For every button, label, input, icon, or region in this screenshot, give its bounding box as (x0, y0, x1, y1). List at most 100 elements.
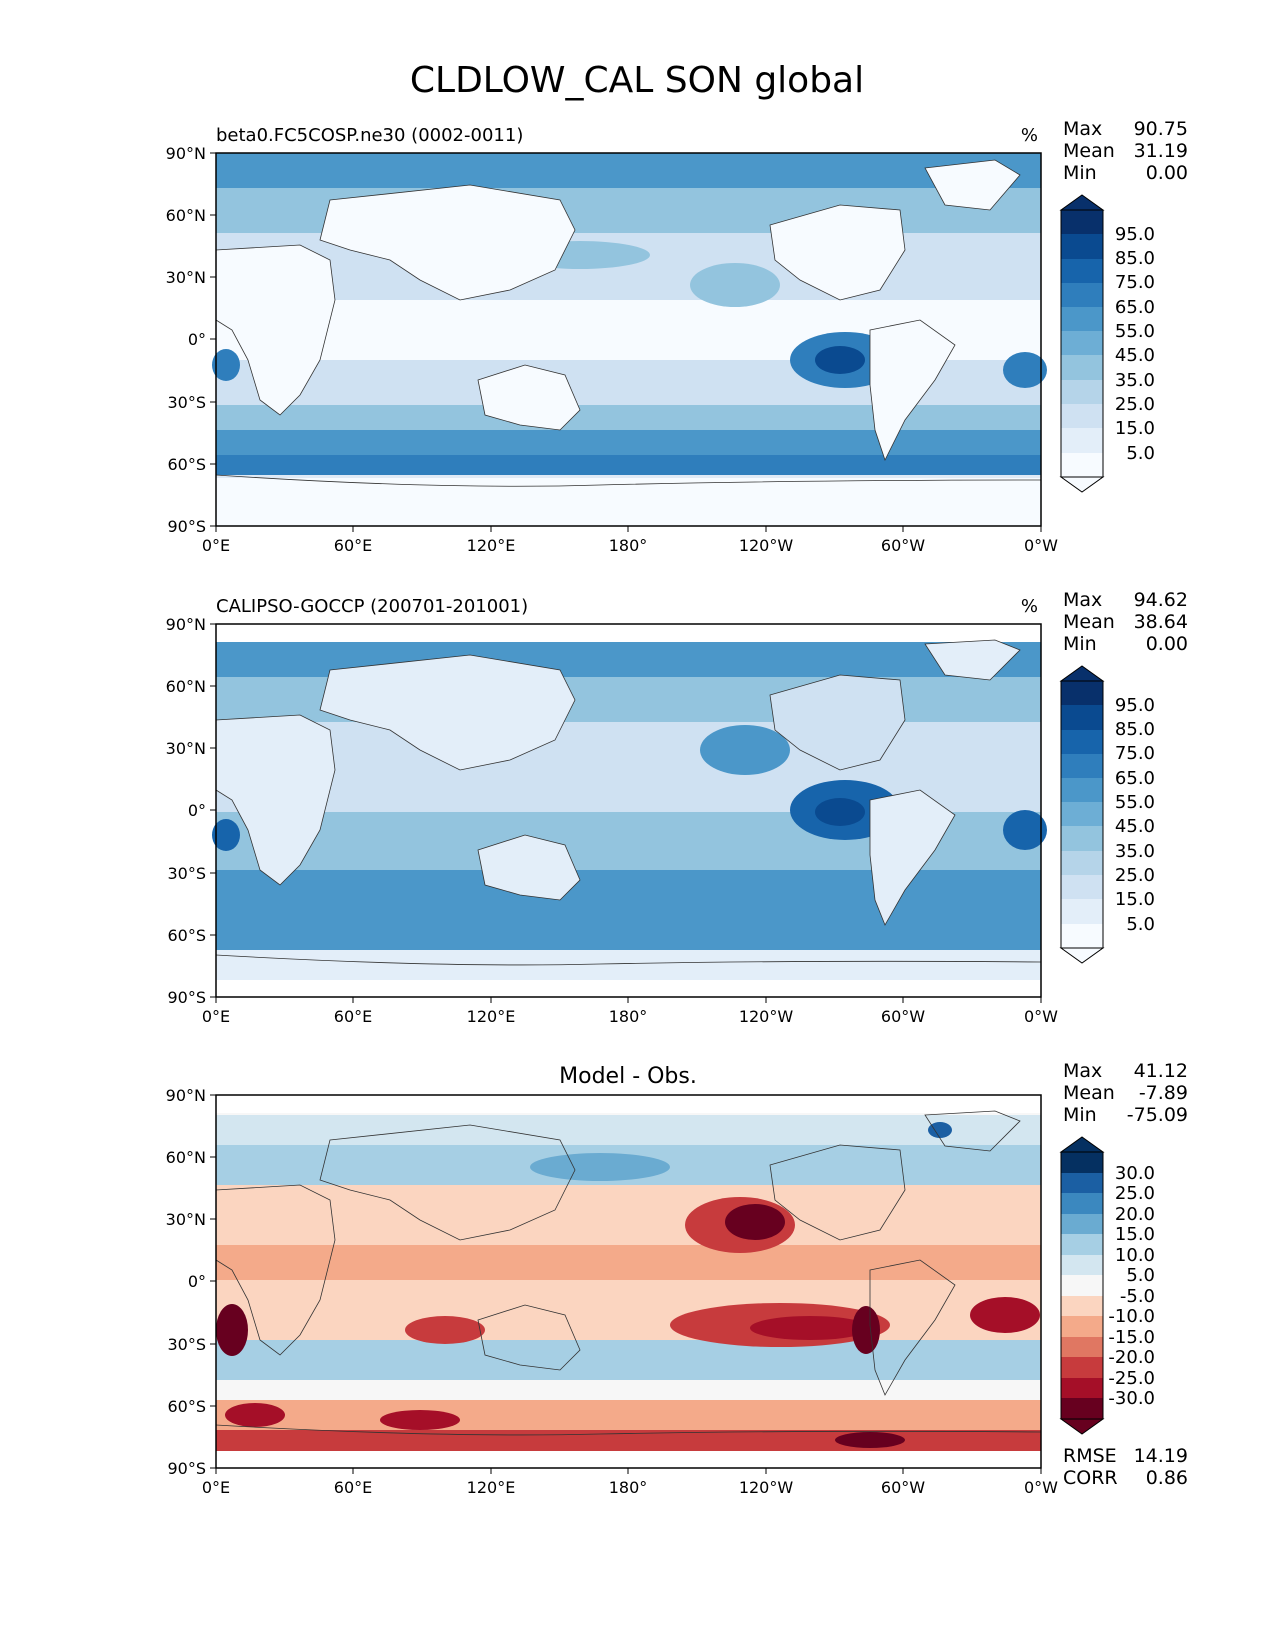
stat-corr-label: CORR (1063, 1467, 1118, 1489)
y-tick-label: 60°S (167, 455, 206, 474)
colorbar-tick-label: 15.0 (1115, 889, 1155, 910)
colorbar-tick-label: 5.0 (1126, 914, 1155, 935)
colorbar-tick-label: 85.0 (1115, 248, 1155, 269)
colorbar-tick-label: 25.0 (1115, 865, 1155, 886)
stat-mean-label: Mean (1063, 1082, 1115, 1104)
colorbar-tick-label: 15.0 (1115, 418, 1155, 439)
panel-obs-stats: Max 94.62 Mean 38.64 Min 0.00 (1063, 589, 1188, 655)
y-tick-label: 60°N (166, 1148, 206, 1167)
panel-obs-left-title: CALIPSO-GOCCP (200701-201001) (216, 596, 528, 617)
panel-model-stats: Max 90.75 Mean 31.19 Min 0.00 (1063, 118, 1188, 184)
x-tick-label: 0°W (1024, 1007, 1058, 1026)
panel-model-units: % (1021, 125, 1038, 146)
x-tick-label: 0°E (202, 1478, 230, 1497)
stat-max-label: Max (1063, 118, 1102, 140)
panel-diff-colorbar: 30.0 25.0 20.0 15.0 10.0 5.0 -5.0 -10.0 … (1059, 1136, 1155, 1435)
x-tick-label: 120°E (467, 1478, 516, 1497)
x-tick-label: 0°W (1024, 1478, 1058, 1497)
x-tick-label: 120°E (467, 1007, 516, 1026)
x-tick-label: 120°E (467, 536, 516, 555)
x-tick-label: 120°W (739, 536, 794, 555)
colorbar-tick-label: 25.0 (1115, 1183, 1155, 1204)
colorbar-tick-label: 95.0 (1115, 695, 1155, 716)
stat-max-value: 90.75 (1134, 118, 1188, 140)
y-tick-label: 0° (188, 330, 206, 349)
colorbar-tick-label: 75.0 (1115, 272, 1155, 293)
colorbar-tick-label: 65.0 (1115, 297, 1155, 318)
stat-max-label: Max (1063, 1060, 1102, 1082)
panel-diff-axes: 90°N 60°N 30°N 0° 30°S 60°S 90°S 0°E 60°… (166, 1086, 1059, 1497)
x-tick-label: 60°W (881, 536, 925, 555)
y-tick-label: 90°N (166, 144, 206, 163)
panel-model-map (212, 153, 1047, 526)
panel-obs: CALIPSO-GOCCP (200701-201001) % (166, 589, 1188, 1026)
stat-mean-value: 31.19 (1134, 140, 1188, 162)
y-tick-label: 30°N (166, 1210, 206, 1229)
panel-obs-colorbar: 95.0 85.0 75.0 65.0 55.0 45.0 35.0 25.0 … (1059, 665, 1155, 964)
stat-min-label: Min (1063, 633, 1097, 655)
y-tick-label: 90°S (167, 988, 206, 1007)
y-tick-label: 30°S (167, 1335, 206, 1354)
panel-diff: Model - Obs. (166, 1060, 1188, 1497)
x-tick-label: 0°E (202, 536, 230, 555)
colorbar-tick-label: -20.0 (1108, 1347, 1155, 1368)
stat-max-label: Max (1063, 589, 1102, 611)
stat-mean-value: 38.64 (1134, 611, 1188, 633)
y-tick-label: 90°S (167, 517, 206, 536)
panel-diff-center-title: Model - Obs. (559, 1064, 697, 1089)
y-tick-label: 60°S (167, 1397, 206, 1416)
panel-diff-stats: Max 41.12 Mean -7.89 Min -75.09 RMSE 14.… (1063, 1060, 1188, 1489)
y-tick-label: 90°N (166, 1086, 206, 1105)
x-tick-label: 180° (609, 536, 648, 555)
y-tick-label: 60°S (167, 926, 206, 945)
colorbar-tick-label: -15.0 (1108, 1327, 1155, 1348)
x-tick-label: 120°W (739, 1007, 794, 1026)
x-tick-label: 0°E (202, 1007, 230, 1026)
colorbar-tick-label: 35.0 (1115, 370, 1155, 391)
colorbar-tick-label: 55.0 (1115, 792, 1155, 813)
y-tick-label: 30°N (166, 739, 206, 758)
x-tick-label: 0°W (1024, 536, 1058, 555)
panel-diff-map (215, 1095, 1042, 1468)
y-tick-label: 30°S (167, 393, 206, 412)
panel-obs-map (212, 624, 1047, 997)
x-tick-label: 120°W (739, 1478, 794, 1497)
x-tick-label: 180° (609, 1007, 648, 1026)
colorbar-tick-label: 75.0 (1115, 743, 1155, 764)
y-tick-label: 90°N (166, 615, 206, 634)
y-tick-label: 30°N (166, 268, 206, 287)
y-tick-label: 60°N (166, 677, 206, 696)
colorbar-tick-label: 30.0 (1115, 1163, 1155, 1184)
colorbar-tick-label: 95.0 (1115, 224, 1155, 245)
stat-min-label: Min (1063, 162, 1097, 184)
stat-mean-label: Mean (1063, 611, 1115, 633)
x-tick-label: 60°E (334, 1007, 372, 1026)
colorbar-tick-label: 35.0 (1115, 841, 1155, 862)
stat-corr-value: 0.86 (1146, 1467, 1188, 1489)
colorbar-tick-label: 20.0 (1115, 1204, 1155, 1225)
y-tick-label: 90°S (167, 1459, 206, 1478)
stat-max-value: 41.12 (1134, 1060, 1188, 1082)
stat-min-label: Min (1063, 1104, 1097, 1126)
colorbar-tick-label: 55.0 (1115, 321, 1155, 342)
x-tick-label: 60°E (334, 536, 372, 555)
stat-min-value: 0.00 (1146, 633, 1188, 655)
stat-mean-label: Mean (1063, 140, 1115, 162)
x-tick-label: 180° (609, 1478, 648, 1497)
stat-min-value: -75.09 (1127, 1104, 1188, 1126)
colorbar-tick-label: 5.0 (1126, 1265, 1155, 1286)
colorbar-tick-label: -5.0 (1120, 1286, 1155, 1307)
colorbar-tick-label: 85.0 (1115, 719, 1155, 740)
stat-max-value: 94.62 (1134, 589, 1188, 611)
panel-model-left-title: beta0.FC5COSP.ne30 (0002-0011) (216, 125, 523, 146)
colorbar-tick-label: 45.0 (1115, 345, 1155, 366)
stat-mean-value: -7.89 (1139, 1082, 1188, 1104)
y-tick-label: 60°N (166, 206, 206, 225)
stat-rmse-label: RMSE (1063, 1445, 1117, 1467)
panel-obs-units: % (1021, 596, 1038, 617)
x-tick-label: 60°W (881, 1007, 925, 1026)
colorbar-tick-label: 10.0 (1115, 1245, 1155, 1266)
y-tick-label: 0° (188, 1272, 206, 1291)
colorbar-tick-label: 45.0 (1115, 816, 1155, 837)
